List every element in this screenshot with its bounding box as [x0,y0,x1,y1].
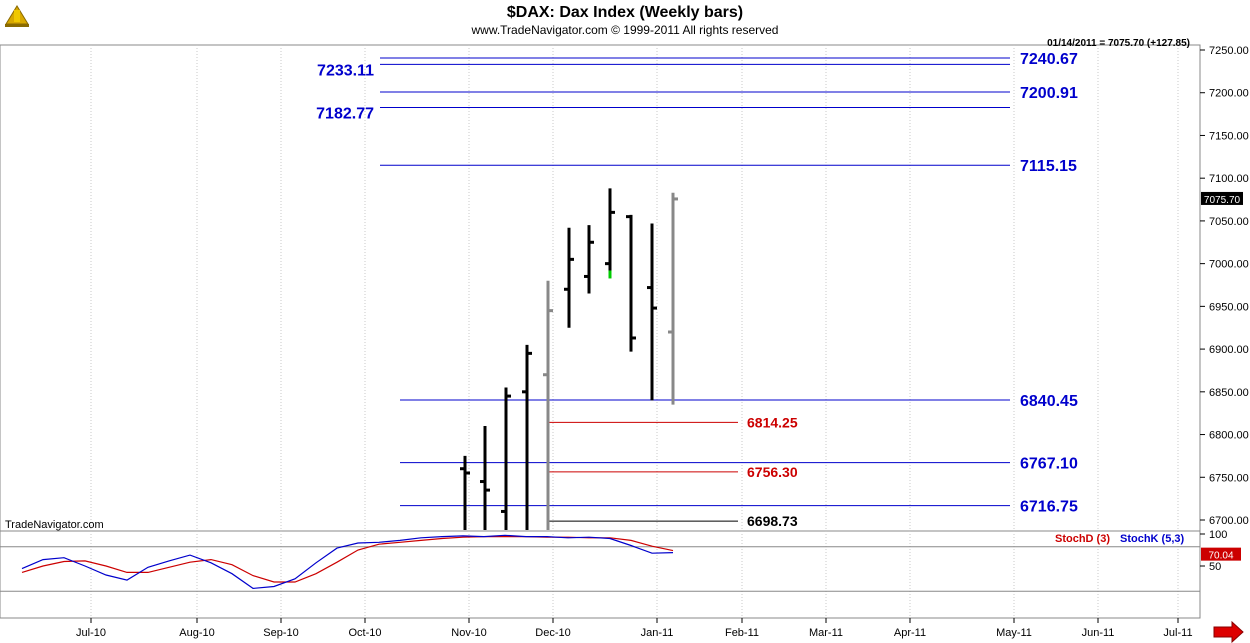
price-tick-label: 7050.00 [1209,216,1249,228]
time-axis: Jul-10 Aug-10 Sep-10 Oct-10 Nov-10 Dec-10 Jan-… [76,618,1193,639]
grid [90,45,1179,618]
price-tick-label: 7000.00 [1209,259,1249,271]
blue-level-label: 7200.91 [1020,85,1078,102]
month-label: May-11 [996,627,1032,639]
blue-level-label: 7115.15 [1020,158,1077,175]
last-price-box [1201,191,1243,205]
last-price-label: 7075.70 [1204,195,1241,206]
price-tick-label: 7250.00 [1209,45,1249,57]
month-label: Aug-10 [179,627,214,639]
stochk-line [21,534,674,590]
levels: 7240.67 7233.11 7200.91 7182.77 7115.15 6840.… [316,51,1078,529]
chart-title: $DAX: Dax Index (Weekly bars) [507,4,743,21]
price-tick-label: 6800.00 [1209,430,1249,442]
plot-frame [0,44,1201,532]
month-label: Jun-11 [1082,627,1115,639]
stoch-tick-label: 50 [1209,561,1221,573]
blue-level-label: 6716.75 [1020,499,1078,516]
blue-level-label: 6767.10 [1020,456,1078,473]
month-label: Sep-10 [263,627,298,639]
price-tick-label: 7150.00 [1209,130,1249,142]
month-label: Feb-11 [725,627,759,639]
red-level-label: 6814.25 [747,414,798,430]
blue-level-label: 7233.11 [317,62,374,79]
price-tick-label: 6950.00 [1209,301,1249,313]
blue-level-label: 7182.77 [316,105,374,122]
scroll-right-arrow-icon[interactable] [1213,620,1244,643]
month-label: Oct-10 [348,627,381,639]
month-label: Mar-11 [809,627,843,639]
red-level-label: 6756.30 [747,464,798,480]
price-tick-label: 6700.00 [1209,515,1249,527]
stochk-legend: StochK (5,3) [1120,533,1185,545]
copyright-text: www.TradeNavigator.com © 1999-2011 All r… [471,23,779,37]
ohlc-bars [460,188,678,530]
trade-navigator-logo-icon[interactable] [2,3,32,29]
price-axis: 6700.00 6750.00 6800.00 6850.00 6900.00 6950.… [1200,45,1249,527]
black-level-label: 6698.73 [747,513,798,529]
stoch-tick-label: 100 [1209,529,1227,541]
month-label: Nov-10 [451,627,486,639]
watermark: TradeNavigator.com [5,519,104,531]
blue-level-label: 6840.45 [1020,393,1078,410]
month-label: Jan-11 [641,627,674,639]
blue-level-label: 7240.67 [1020,51,1078,68]
price-tick-label: 7100.00 [1209,173,1249,185]
price-tick-label: 6900.00 [1209,344,1249,356]
indicator-frame [0,530,1201,619]
price-tick-label: 6850.00 [1209,387,1249,399]
stochd-legend: StochD (3) [1055,533,1110,545]
price-tick-label: 6750.00 [1209,472,1249,484]
price-tick-label: 7200.00 [1209,88,1249,100]
month-label: Dec-10 [535,627,570,639]
last-bar-info: 01/14/2011 = 7075.70 (+127.85) [1047,38,1190,49]
month-label: Apr-11 [894,627,926,639]
month-label: Jul-11 [1163,627,1192,639]
stoch-value-box [1201,547,1241,561]
month-label: Jul-10 [76,627,106,639]
stoch-value-label: 70.04 [1208,551,1233,562]
